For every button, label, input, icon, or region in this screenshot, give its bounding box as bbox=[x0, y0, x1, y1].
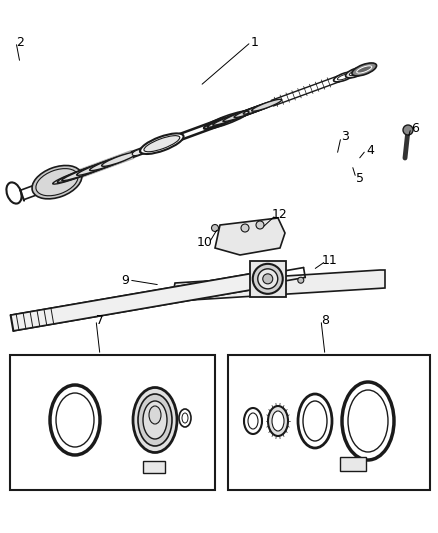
Text: 5: 5 bbox=[356, 172, 364, 184]
Polygon shape bbox=[215, 218, 285, 255]
Bar bbox=[228, 355, 430, 490]
Ellipse shape bbox=[132, 149, 144, 156]
Text: 10: 10 bbox=[197, 237, 213, 249]
Ellipse shape bbox=[133, 387, 177, 453]
Ellipse shape bbox=[102, 152, 138, 166]
Ellipse shape bbox=[223, 102, 274, 122]
Ellipse shape bbox=[346, 68, 364, 78]
Text: 4: 4 bbox=[366, 143, 374, 157]
Text: 2: 2 bbox=[16, 36, 24, 49]
Bar bbox=[10, 355, 215, 490]
Text: 8: 8 bbox=[321, 313, 329, 327]
Ellipse shape bbox=[56, 393, 94, 447]
Polygon shape bbox=[11, 268, 286, 331]
Ellipse shape bbox=[57, 160, 116, 182]
Ellipse shape bbox=[263, 274, 273, 284]
Ellipse shape bbox=[357, 66, 372, 73]
Ellipse shape bbox=[234, 101, 277, 118]
Ellipse shape bbox=[256, 221, 264, 229]
Ellipse shape bbox=[248, 413, 258, 429]
Ellipse shape bbox=[50, 385, 100, 455]
Polygon shape bbox=[172, 270, 385, 301]
Ellipse shape bbox=[252, 99, 282, 111]
Ellipse shape bbox=[144, 135, 180, 152]
Ellipse shape bbox=[138, 394, 172, 446]
Ellipse shape bbox=[140, 133, 184, 154]
Ellipse shape bbox=[77, 154, 133, 175]
Ellipse shape bbox=[303, 401, 327, 441]
Text: 6: 6 bbox=[411, 122, 419, 134]
Text: 9: 9 bbox=[121, 273, 129, 287]
Ellipse shape bbox=[352, 63, 377, 76]
Ellipse shape bbox=[244, 100, 279, 114]
Text: 1: 1 bbox=[251, 36, 259, 49]
Bar bbox=[143, 461, 165, 473]
Ellipse shape bbox=[182, 413, 188, 423]
Ellipse shape bbox=[272, 411, 284, 431]
Ellipse shape bbox=[179, 409, 191, 427]
Ellipse shape bbox=[213, 104, 269, 125]
Ellipse shape bbox=[62, 155, 129, 181]
Ellipse shape bbox=[147, 144, 159, 150]
Ellipse shape bbox=[149, 406, 161, 424]
Ellipse shape bbox=[244, 408, 262, 434]
Ellipse shape bbox=[298, 394, 332, 448]
Ellipse shape bbox=[298, 277, 304, 283]
Ellipse shape bbox=[403, 125, 413, 135]
Ellipse shape bbox=[348, 390, 388, 452]
Ellipse shape bbox=[204, 111, 249, 128]
Ellipse shape bbox=[32, 165, 82, 199]
Ellipse shape bbox=[207, 108, 260, 127]
Ellipse shape bbox=[342, 382, 394, 460]
Ellipse shape bbox=[268, 406, 288, 436]
Bar bbox=[340, 457, 366, 471]
Bar bbox=[250, 261, 286, 297]
Ellipse shape bbox=[36, 168, 78, 196]
Ellipse shape bbox=[53, 164, 106, 184]
Ellipse shape bbox=[140, 147, 151, 153]
Ellipse shape bbox=[258, 269, 278, 289]
Ellipse shape bbox=[253, 264, 283, 294]
Ellipse shape bbox=[143, 401, 167, 439]
Ellipse shape bbox=[350, 70, 361, 76]
Ellipse shape bbox=[212, 224, 219, 231]
Text: 3: 3 bbox=[341, 131, 349, 143]
Ellipse shape bbox=[334, 72, 354, 82]
Ellipse shape bbox=[241, 224, 249, 232]
Ellipse shape bbox=[337, 74, 350, 80]
Text: 12: 12 bbox=[272, 208, 288, 222]
Text: 7: 7 bbox=[96, 313, 104, 327]
Text: 11: 11 bbox=[322, 254, 338, 268]
Ellipse shape bbox=[90, 153, 135, 171]
